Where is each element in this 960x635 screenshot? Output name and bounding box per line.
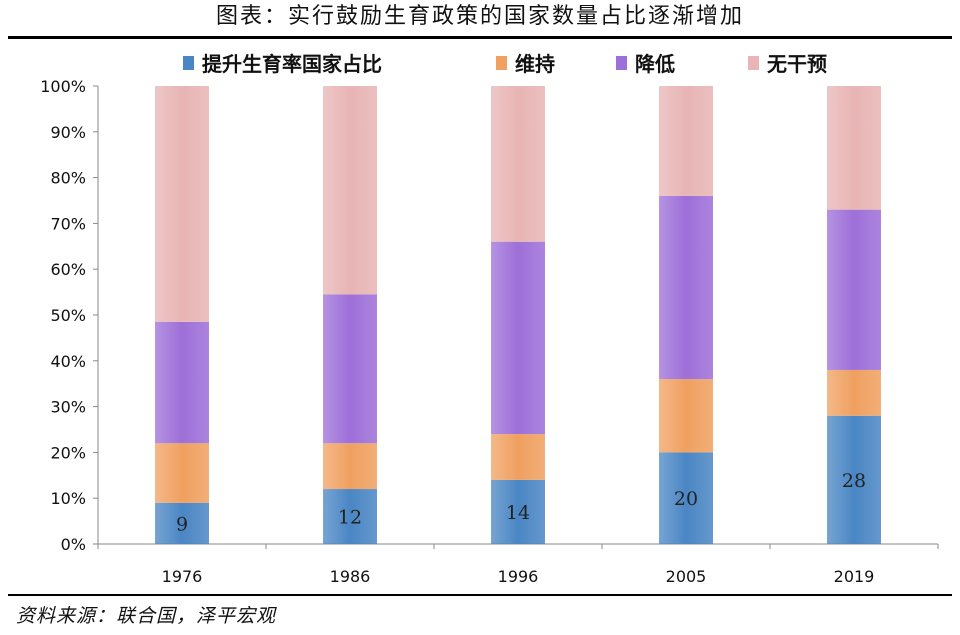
bar-segment-3-2005	[659, 86, 713, 196]
bar-segment-2-2005	[659, 195, 713, 380]
y-tick-label: 60%	[50, 260, 86, 279]
legend-swatch-2	[616, 56, 627, 70]
y-axis: 0% 10% 20% 30% 40% 50% 60% 70% 80% 90% 100%	[40, 77, 99, 554]
bar-segment-3-2019	[827, 86, 881, 210]
y-tick-label: 80%	[50, 169, 86, 188]
y-tick-label: 90%	[50, 123, 86, 142]
bar-segment-0-2005	[659, 452, 713, 544]
legend-label-0: 提升生育率国家占比	[202, 52, 382, 76]
bar-segment-0-1986	[323, 489, 377, 544]
bar-segment-1-1976	[155, 443, 209, 503]
y-tick-label: 70%	[50, 214, 86, 233]
legend-swatch-1	[496, 56, 507, 70]
y-tick-label: 10%	[50, 489, 86, 508]
data-label: 12	[338, 507, 362, 529]
bar-segment-3-1986	[323, 86, 377, 295]
y-tick-label: 0%	[61, 535, 86, 554]
source-rule	[8, 594, 952, 596]
legend-label-1: 维持	[515, 52, 555, 76]
bar-segment-1-1986	[323, 443, 377, 490]
bar-segment-2-1996	[491, 241, 545, 435]
x-tick-label: 2019	[834, 567, 875, 586]
title-rule	[8, 36, 952, 39]
source-note: 资料来源：联合国，泽平宏观	[16, 605, 277, 627]
bar-segment-0-2019	[827, 415, 881, 544]
x-tick-label: 1986	[330, 567, 371, 586]
bar-segment-0-1976	[155, 502, 209, 544]
data-label: 9	[176, 513, 188, 535]
data-label: 20	[674, 488, 698, 510]
data-label: 14	[506, 502, 530, 524]
bar-segment-0-1996	[491, 479, 545, 544]
x-tick-label: 1976	[162, 567, 203, 586]
x-tick-label: 2005	[666, 567, 707, 586]
legend-label-2: 降低	[635, 52, 675, 76]
bar-segment-1-2019	[827, 369, 881, 416]
bar-segment-1-2005	[659, 379, 713, 453]
y-tick-label: 20%	[50, 443, 86, 462]
bar-segment-2-2019	[827, 209, 881, 370]
bar-segment-2-1986	[323, 294, 377, 444]
bar-segment-3-1996	[491, 86, 545, 242]
chart-title: 图表：实行鼓励生育政策的国家数量占比逐渐增加	[215, 4, 744, 29]
y-tick-label: 100%	[40, 77, 86, 96]
legend-swatch-0	[183, 56, 194, 70]
legend-label-3: 无干预	[767, 52, 827, 76]
x-tick-label: 1996	[498, 567, 539, 586]
y-tick-label: 30%	[50, 398, 86, 417]
data-label: 28	[842, 470, 866, 492]
y-tick-label: 50%	[50, 306, 86, 325]
legend-swatch-3	[748, 56, 759, 70]
bar-segment-3-1976	[155, 86, 209, 322]
x-axis: 1976 1986 1996 2005 2019	[97, 543, 939, 586]
bar-segment-1-1996	[491, 434, 545, 480]
y-tick-label: 40%	[50, 352, 86, 371]
bar-segment-2-1976	[155, 321, 209, 444]
legend: 提升生育率国家占比 维持 降低 无干预	[183, 52, 827, 76]
bars: 9 12 14 20 28	[155, 86, 881, 544]
stacked-bar-chart: 提升生育率国家占比 维持 降低 无干预 0% 10% 20% 30% 40% 50% 60% 70%…	[40, 52, 939, 586]
